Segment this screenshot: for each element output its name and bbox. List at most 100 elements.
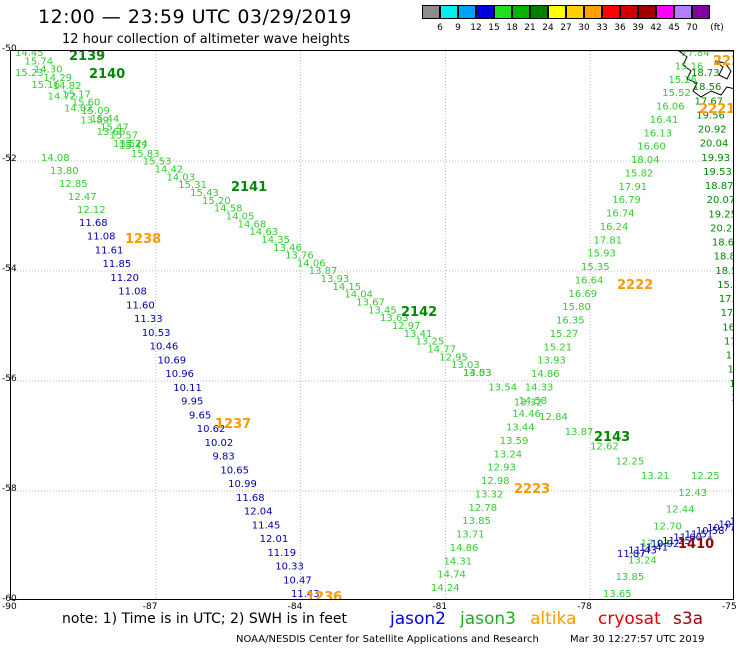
wave-height-value: 13.52 bbox=[113, 139, 142, 150]
wave-height-value: 13.67 bbox=[356, 298, 385, 309]
wave-height-value: 14.15 bbox=[333, 282, 362, 293]
wave-height-value: 15.09 bbox=[81, 106, 110, 117]
wave-height-value: 18.04 bbox=[631, 155, 660, 166]
wave-height-value: 16.74 bbox=[606, 209, 635, 220]
wave-height-value: 14.03 bbox=[166, 172, 195, 183]
legend-swatch bbox=[602, 5, 620, 19]
wave-height-value: 15.57 bbox=[717, 280, 734, 291]
wave-height-value: 17.84 bbox=[681, 51, 710, 59]
x-tick-label: -78 bbox=[577, 602, 592, 612]
wave-height-value: 14.58 bbox=[519, 396, 548, 407]
wave-height-value: 15.27 bbox=[550, 329, 579, 340]
wave-height-value: 15.16 bbox=[675, 61, 704, 72]
wave-height-value: 13.87 bbox=[309, 266, 338, 277]
wave-height-value: 15.21 bbox=[544, 342, 573, 353]
wave-height-value: 12.78 bbox=[469, 503, 498, 514]
wave-height-value: 15.52 bbox=[662, 88, 691, 99]
legend-swatch bbox=[620, 5, 638, 19]
satellite-label-cryosat: cryosat bbox=[598, 609, 661, 629]
legend-swatch bbox=[548, 5, 566, 19]
wave-height-value: 13.87 bbox=[565, 427, 594, 438]
wave-height-value: 10.02 bbox=[205, 438, 234, 449]
wave-height-value: 13.76 bbox=[285, 251, 314, 262]
map-canvas: 14.4515.7414.3014.2914.8215.1715.6015.09… bbox=[11, 51, 734, 599]
wave-height-value: 13.46 bbox=[273, 243, 302, 254]
wave-height-value: 15.74 bbox=[24, 56, 53, 67]
pass-label: 2141 bbox=[231, 180, 267, 195]
wave-height-value: 14.42 bbox=[155, 164, 184, 175]
wave-height-value: 13.32 bbox=[514, 397, 543, 408]
wave-height-value: 14.97 bbox=[728, 365, 734, 376]
wave-height-value: 16.35 bbox=[556, 316, 585, 327]
legend-label: 6 bbox=[437, 23, 443, 33]
wave-height-value: 12.43 bbox=[678, 488, 707, 499]
wave-height-value: 12.44 bbox=[666, 505, 695, 516]
wave-height-value: 19.93 bbox=[701, 153, 730, 164]
wave-height-value: 9.65 bbox=[189, 410, 211, 421]
wave-height-value: 10.84 bbox=[718, 520, 734, 531]
wave-height-value: 13.89 bbox=[80, 115, 109, 126]
legend-swatch bbox=[422, 5, 440, 19]
y-tick-label: -54 bbox=[2, 264, 17, 274]
wave-height-value: 15.31 bbox=[178, 180, 207, 191]
wave-height-value: 14.68 bbox=[238, 219, 267, 230]
coastline bbox=[678, 51, 733, 98]
credit-text: NOAA/NESDIS Center for Satellite Applica… bbox=[236, 634, 539, 645]
wave-height-value: 11.87 bbox=[617, 549, 646, 560]
wave-height-value: 10.33 bbox=[275, 562, 304, 573]
wave-height-value: 14.63 bbox=[249, 227, 278, 238]
wave-height-value: 14.58 bbox=[214, 204, 243, 215]
wave-height-value: 10.77 bbox=[707, 523, 734, 534]
wave-height-value: 12.25 bbox=[691, 471, 720, 482]
wave-height-value: 14.35 bbox=[261, 235, 290, 246]
wave-height-value: 13.03 bbox=[451, 360, 480, 371]
wave-height-value: 10.47 bbox=[283, 575, 312, 586]
legend-label: 45 bbox=[668, 23, 680, 33]
legend-label: 24 bbox=[542, 23, 554, 33]
wave-height-value: 13.50 bbox=[731, 393, 734, 404]
pass-label: 2142 bbox=[401, 305, 437, 320]
wave-height-value: 16.06 bbox=[656, 102, 685, 113]
x-tick-label: -87 bbox=[142, 602, 158, 612]
pass-label: 2221 bbox=[699, 102, 734, 117]
wave-height-value: 13.59 bbox=[500, 436, 529, 447]
legend-label: 33 bbox=[596, 23, 608, 33]
wave-height-value: 13.93 bbox=[537, 356, 566, 367]
satellite-label-s3a: s3a bbox=[673, 609, 704, 629]
wave-height-value: 12.85 bbox=[59, 179, 88, 190]
legend-label: 30 bbox=[578, 23, 590, 33]
wave-height-value: 16.64 bbox=[575, 275, 604, 286]
wave-height-value: 15.23 bbox=[15, 68, 44, 79]
wave-height-value: 14.06 bbox=[297, 258, 326, 269]
legend-label: 42 bbox=[650, 23, 662, 33]
wave-height-value: 14.77 bbox=[427, 345, 456, 356]
wave-height-value: 13.45 bbox=[368, 305, 397, 316]
wave-height-value: 15.17 bbox=[62, 89, 91, 100]
wave-height-value: 11.60 bbox=[126, 300, 155, 311]
wave-height-value: 18.54 bbox=[715, 266, 734, 277]
wave-height-value: 14.24 bbox=[431, 583, 460, 594]
wave-height-value: 14.82 bbox=[53, 81, 82, 92]
wave-height-value: 11.68 bbox=[236, 493, 265, 504]
wave-height-value: 11.19 bbox=[267, 548, 296, 559]
wave-height-value: 9.83 bbox=[212, 452, 234, 463]
wave-height-value: 10.96 bbox=[165, 369, 194, 380]
wave-height-value: 11.08 bbox=[87, 232, 116, 243]
x-tick-label: -84 bbox=[287, 602, 303, 612]
wave-height-value: 15.60 bbox=[72, 98, 101, 109]
pass-label: 222 bbox=[713, 54, 734, 69]
wave-height-value: 17.4 bbox=[724, 336, 734, 347]
wave-height-value: 17.67 bbox=[694, 96, 723, 107]
wave-height-value: 13.25 bbox=[729, 379, 734, 390]
wave-height-value: 19.56 bbox=[696, 110, 725, 121]
legend-swatch bbox=[458, 5, 476, 19]
wave-height-value: 11.08 bbox=[118, 287, 147, 298]
wave-height-value: 12.01 bbox=[260, 534, 289, 545]
wave-height-value: 12.95 bbox=[439, 352, 468, 363]
y-tick-label: -56 bbox=[2, 374, 17, 384]
wave-height-value: 14.86 bbox=[531, 369, 560, 380]
wave-height-value: 16.79 bbox=[612, 195, 641, 206]
wave-height-value: 16.13 bbox=[644, 128, 673, 139]
x-tick-label: -90 bbox=[2, 602, 17, 612]
legend-label: 9 bbox=[455, 23, 461, 33]
